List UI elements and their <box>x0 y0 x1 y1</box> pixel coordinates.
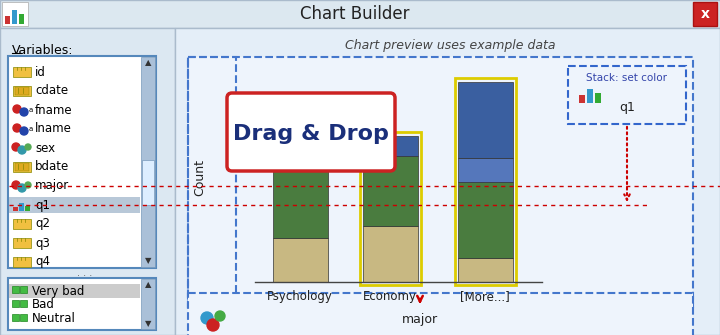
Bar <box>19 203 24 211</box>
Bar <box>13 86 31 96</box>
Text: Chart Builder: Chart Builder <box>300 5 410 23</box>
Bar <box>272 162 328 238</box>
Text: Variables:: Variables: <box>12 44 73 57</box>
Bar <box>13 257 31 267</box>
Text: ▲: ▲ <box>145 59 151 67</box>
Bar <box>20 300 27 307</box>
Text: . . .: . . . <box>77 268 93 278</box>
Text: q3: q3 <box>35 237 50 250</box>
Bar <box>454 78 516 285</box>
Bar <box>9 197 140 213</box>
Bar <box>141 57 155 267</box>
Bar <box>457 158 513 182</box>
Text: a: a <box>29 126 33 132</box>
Bar <box>8 56 156 268</box>
Bar <box>587 89 593 103</box>
Circle shape <box>12 181 20 189</box>
Circle shape <box>20 108 28 116</box>
Bar <box>362 156 418 226</box>
Text: id: id <box>35 66 46 78</box>
Bar <box>15 163 29 171</box>
Bar <box>693 2 717 26</box>
Bar <box>272 132 328 162</box>
Bar <box>19 14 24 24</box>
Circle shape <box>207 319 219 331</box>
Bar <box>9 284 140 298</box>
Bar <box>13 238 31 248</box>
Bar <box>12 199 32 211</box>
Bar <box>20 314 27 321</box>
Bar <box>15 87 29 95</box>
Bar <box>13 219 31 229</box>
Bar <box>579 95 585 103</box>
Text: q4: q4 <box>35 256 50 268</box>
Bar <box>457 182 513 258</box>
Text: lname: lname <box>35 123 72 135</box>
Circle shape <box>201 312 213 324</box>
Text: Bad: Bad <box>32 298 55 312</box>
Circle shape <box>18 184 26 192</box>
Bar <box>175 28 720 335</box>
Bar <box>142 160 154 205</box>
Text: Stack: set color: Stack: set color <box>587 73 667 83</box>
Text: q1: q1 <box>35 199 50 211</box>
Bar <box>362 136 418 156</box>
Circle shape <box>18 146 26 154</box>
Circle shape <box>20 127 28 135</box>
Bar <box>595 93 601 103</box>
Bar <box>13 67 31 77</box>
Text: ▼: ▼ <box>145 257 151 266</box>
Text: ▼: ▼ <box>145 320 151 329</box>
Bar <box>568 66 686 124</box>
Text: q2: q2 <box>35 217 50 230</box>
Bar <box>2 2 28 26</box>
Text: q1: q1 <box>619 102 635 115</box>
Bar <box>13 207 18 211</box>
Text: Chart preview uses example data: Chart preview uses example data <box>345 40 555 53</box>
Bar <box>12 314 19 321</box>
Bar <box>13 162 31 172</box>
Text: bdate: bdate <box>35 160 69 174</box>
Bar <box>141 279 155 329</box>
Text: Psychology: Psychology <box>267 290 333 303</box>
Bar <box>359 132 420 285</box>
Bar <box>0 28 175 335</box>
Text: sex: sex <box>35 141 55 154</box>
Text: fname: fname <box>35 104 73 117</box>
Text: Count: Count <box>194 159 207 197</box>
Text: major: major <box>402 314 438 327</box>
Bar <box>0 0 720 28</box>
Text: a: a <box>29 107 33 113</box>
Bar <box>12 286 19 293</box>
Circle shape <box>12 143 20 151</box>
Bar <box>457 258 513 282</box>
Bar <box>12 10 17 24</box>
Text: ▲: ▲ <box>145 280 151 289</box>
Text: Drag & Drop: Drag & Drop <box>233 124 389 144</box>
Bar <box>272 238 328 282</box>
Circle shape <box>215 311 225 321</box>
Bar <box>20 286 27 293</box>
Bar <box>188 57 236 307</box>
Circle shape <box>13 124 21 132</box>
Text: Economy: Economy <box>363 290 417 303</box>
Bar <box>457 82 513 158</box>
Bar <box>25 206 30 211</box>
Bar <box>5 16 10 24</box>
Text: Very bad: Very bad <box>32 284 84 297</box>
Text: x: x <box>701 7 709 21</box>
Text: major: major <box>35 180 69 193</box>
Circle shape <box>25 182 31 188</box>
Text: cdate: cdate <box>35 84 68 97</box>
Circle shape <box>13 105 21 113</box>
Circle shape <box>25 144 31 150</box>
Text: [More...]: [More...] <box>460 290 510 303</box>
Bar <box>188 57 693 307</box>
Bar <box>362 226 418 282</box>
Bar <box>8 278 156 330</box>
Bar <box>188 293 693 335</box>
Text: Neutral: Neutral <box>32 313 76 326</box>
FancyBboxPatch shape <box>227 93 395 171</box>
Bar <box>12 300 19 307</box>
